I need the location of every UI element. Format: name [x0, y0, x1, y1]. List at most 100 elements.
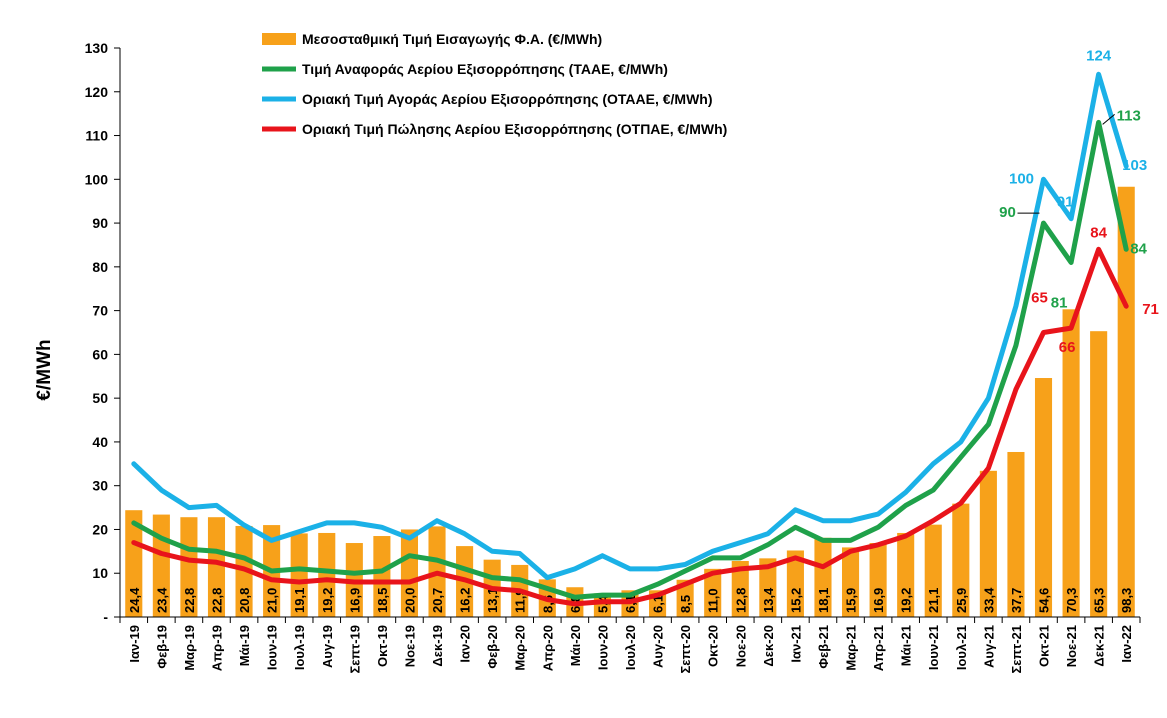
data-label: 113: [1117, 107, 1141, 124]
bar: [373, 536, 391, 617]
bar-value-label: 65,3: [1092, 588, 1107, 613]
x-tick-label: Φεβ-20: [485, 625, 500, 669]
x-tick-label: Σεπτ-20: [678, 625, 693, 674]
bar: [676, 579, 694, 617]
series-line: [131, 71, 1129, 581]
y-tick-label: 80: [92, 259, 108, 275]
y-tick-label: 130: [85, 40, 109, 56]
x-tick-label: Ιαν-20: [458, 625, 473, 663]
x-tick-label: Οκτ-19: [375, 625, 390, 667]
x-tick-label: Νοε-19: [402, 625, 417, 667]
bar-value-label: 54,6: [1037, 588, 1052, 613]
bar-value-label: 6,1: [651, 595, 666, 613]
x-tick-label: Ιουλ-20: [623, 625, 638, 670]
legend-label: Οριακή Τιμή Αγοράς Αερίου Εξισορρόπησης …: [302, 91, 713, 107]
data-label: 81: [1051, 294, 1068, 311]
bar-value-label: 70,3: [1064, 588, 1079, 613]
x-tick-label: Ιαν-19: [127, 625, 142, 663]
x-tick-label: Ιαν-21: [788, 625, 803, 663]
bar: [952, 503, 970, 617]
bar: [1062, 309, 1080, 617]
y-tick-label: 50: [92, 390, 108, 406]
bar-value-label: 20,7: [430, 588, 445, 613]
x-tick-label: Ιουλ-19: [292, 625, 307, 670]
bar-value-label: 15,9: [844, 588, 859, 613]
data-label: 124: [1086, 47, 1112, 64]
bar: [704, 568, 722, 617]
bar-value-label: 25,9: [954, 588, 969, 613]
bar: [786, 550, 804, 617]
y-tick-label: 70: [92, 303, 108, 319]
bar: [1034, 378, 1053, 617]
x-tick-label: Μαρ-20: [513, 625, 528, 671]
x-tick-label: Αυγ-19: [320, 625, 335, 668]
bar: [759, 558, 777, 617]
bar-value-label: 18,5: [375, 588, 390, 613]
bar: [897, 532, 915, 617]
data-label: 100: [1009, 170, 1034, 187]
bar-value-label: 98,3: [1119, 588, 1134, 613]
bar-value-label: 19,2: [899, 588, 914, 613]
legend-label: Μεσοσταθμική Τιμή Εισαγωγής Φ.Α. (€/MWh): [302, 31, 602, 47]
legend-swatch: [262, 33, 296, 45]
x-tick-label: Αυγ-21: [981, 625, 996, 668]
bar-value-label: 18,1: [816, 588, 831, 613]
x-tick-label: Φεβ-21: [816, 625, 831, 669]
x-tick-label: Ιουν-20: [595, 625, 610, 670]
data-label: 103: [1122, 157, 1147, 174]
x-tick-label: Δεκ-21: [1092, 625, 1107, 667]
y-tick-label: 110: [85, 128, 108, 144]
x-tick-label: Ιουλ-21: [954, 625, 969, 670]
x-tick-label: Δεκ-19: [430, 625, 445, 667]
x-tick-label: Απρ-20: [540, 625, 555, 671]
series-line: [131, 246, 1129, 607]
bar: [318, 532, 336, 617]
data-label: 71: [1142, 301, 1159, 318]
bar: [979, 470, 997, 617]
bar-value-label: 13,1: [485, 588, 500, 613]
bar-value-label: 20,8: [237, 588, 252, 613]
x-tick-label: Νοε-21: [1064, 625, 1079, 667]
bar: [1090, 331, 1108, 617]
bar-value-label: 16,9: [347, 588, 362, 613]
y-tick-label: 40: [92, 434, 108, 450]
x-tick-label: Μάι-21: [899, 625, 914, 666]
data-label: 91: [1057, 194, 1074, 211]
bar: [400, 529, 419, 617]
x-tick-label: Ιαν-22: [1119, 625, 1134, 663]
bar-value-label: 11,0: [706, 588, 721, 613]
bar-value-label: 21,1: [926, 588, 941, 613]
data-label: 66: [1059, 339, 1076, 356]
x-tick-label: Μάι-19: [237, 625, 252, 666]
bar-value-label: 15,2: [788, 588, 803, 613]
y-tick-label: 30: [92, 478, 108, 494]
x-tick-label: Σεπτ-19: [347, 625, 362, 674]
bar: [841, 547, 860, 617]
bar: [924, 524, 942, 617]
bar-value-label: 19,2: [320, 588, 335, 613]
x-tick-label: Σεπτ-21: [1009, 625, 1024, 674]
bar-value-label: 12,8: [733, 588, 748, 613]
bar: [290, 533, 308, 617]
x-tick-label: Ιουν-19: [265, 625, 280, 670]
leader-line: [1102, 114, 1115, 125]
bar: [1007, 451, 1025, 617]
bar: [125, 510, 143, 617]
data-label: 65: [1031, 290, 1048, 307]
bar: [814, 537, 832, 617]
x-tick-label: Οκτ-21: [1037, 625, 1052, 667]
bar: [869, 543, 887, 617]
y-axis-label: €/MWh: [34, 339, 55, 400]
x-tick-label: Μαρ-19: [182, 625, 197, 671]
bar-value-label: 22,8: [209, 588, 224, 613]
x-tick-label: Δεκ-20: [761, 625, 776, 667]
bar-value-label: 16,2: [458, 588, 473, 613]
bar-value-label: 13,4: [761, 587, 776, 613]
x-tick-label: Οκτ-20: [706, 625, 721, 667]
y-tick-label: 120: [85, 84, 109, 100]
bar: [207, 517, 226, 617]
y-tick-label: 60: [92, 346, 108, 362]
y-tick-label: 10: [92, 565, 108, 581]
bar-value-label: 22,8: [182, 588, 197, 613]
